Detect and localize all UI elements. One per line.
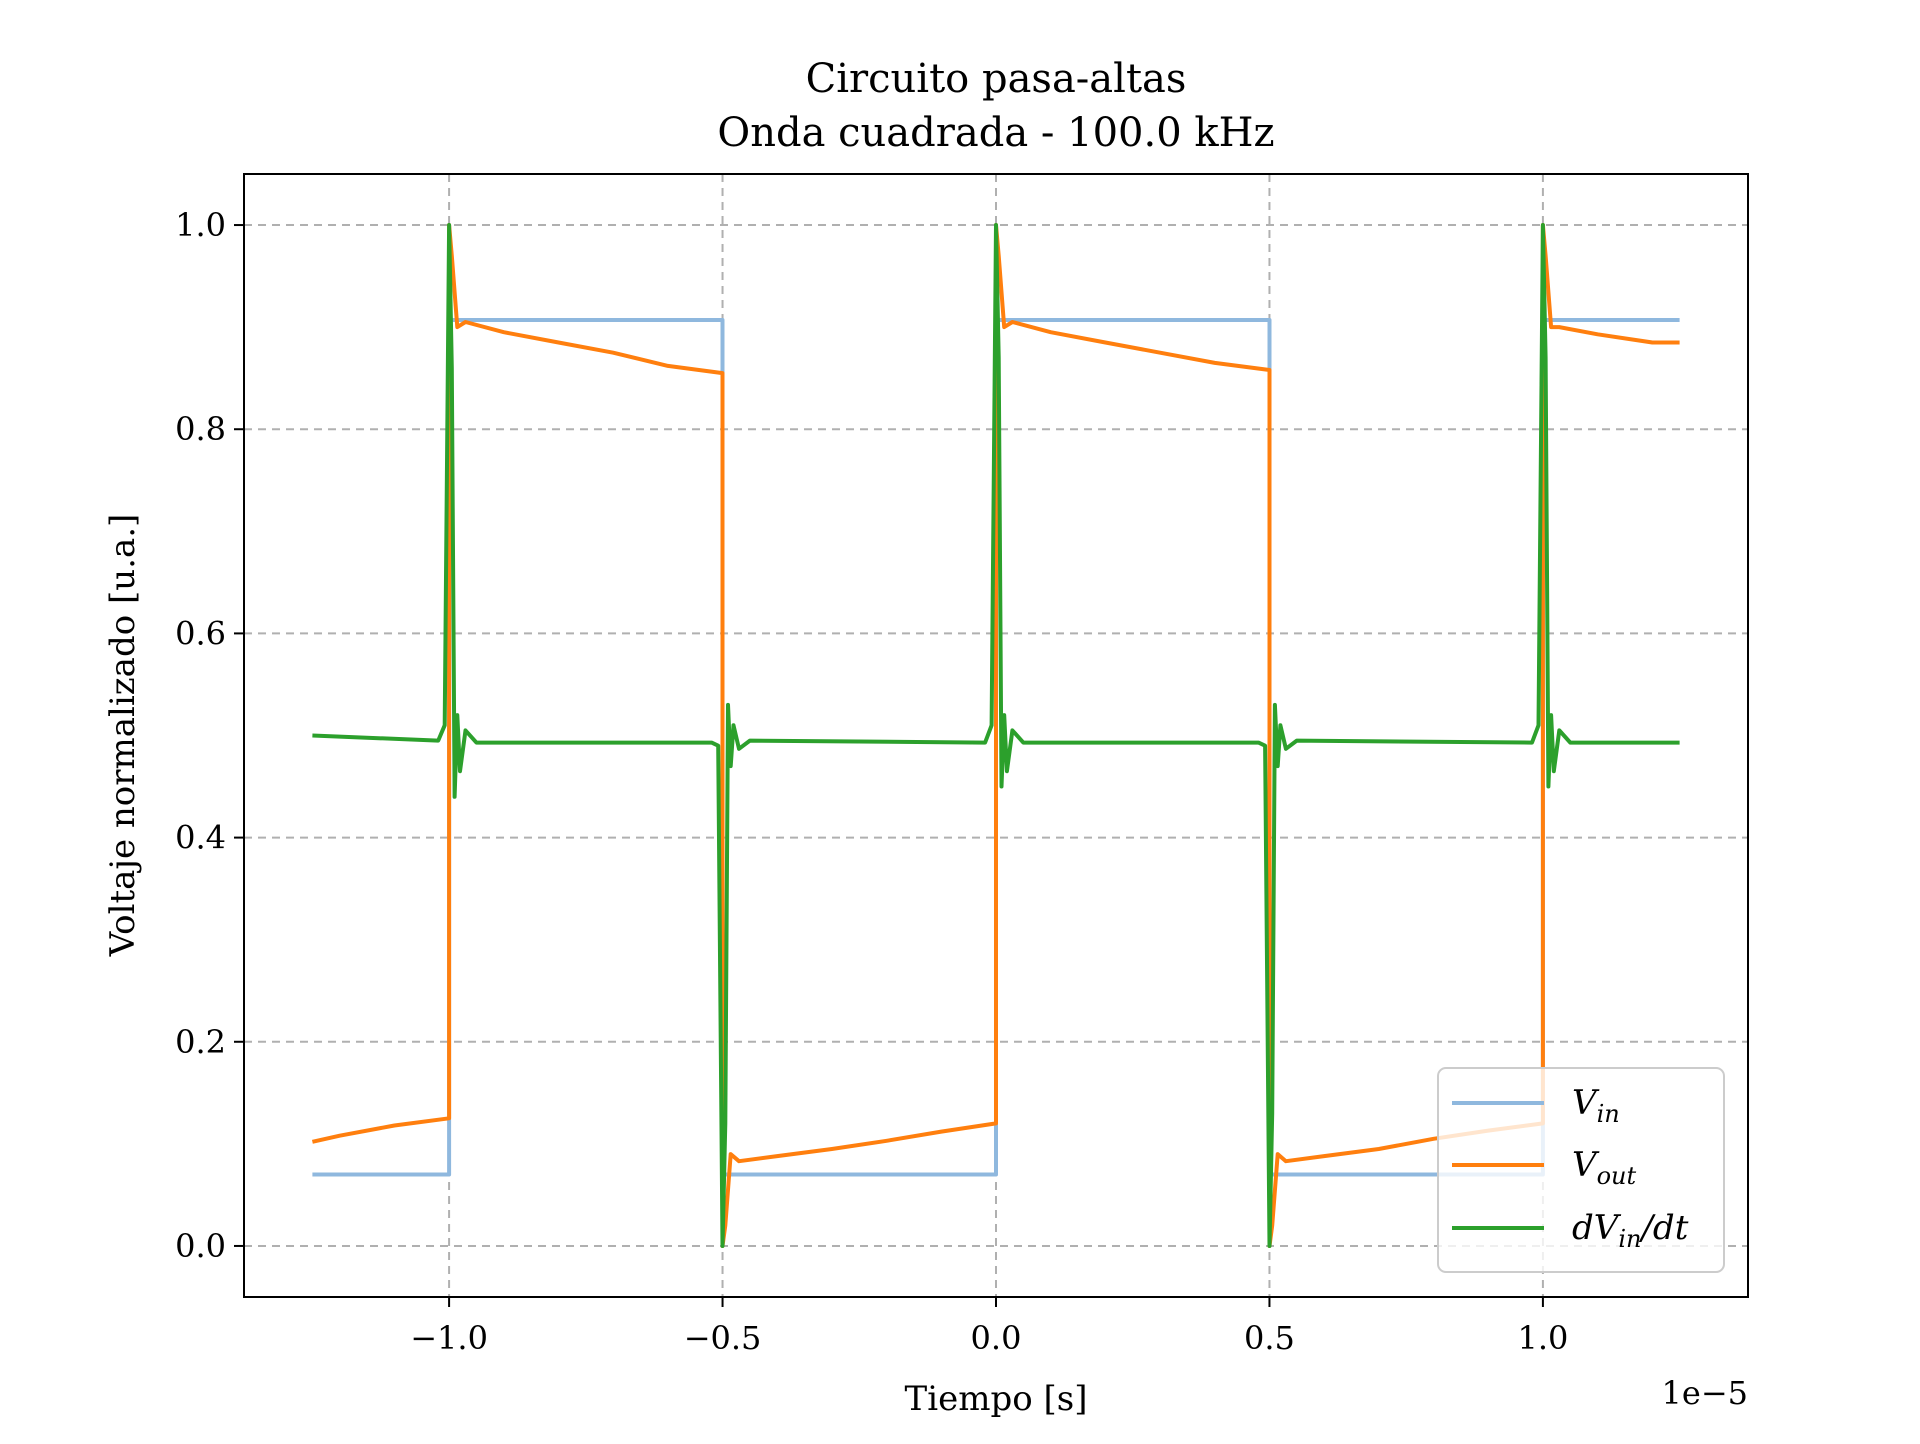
legend: Vin Vout dVin/dt xyxy=(1437,1067,1725,1273)
chart-title-line1: Circuito pasa-altas xyxy=(806,56,1187,102)
chart-title-line2: Onda cuadrada - 100.0 kHz xyxy=(717,110,1274,156)
legend-label-vin: Vin xyxy=(1572,1083,1620,1128)
x-axis-offset-text: 1e−5 xyxy=(1662,1374,1748,1412)
x-tick-label: 1.0 xyxy=(1517,1319,1568,1357)
y-tick-label: 0.6 xyxy=(175,614,226,652)
y-tick-label: 0.8 xyxy=(175,410,226,448)
x-tick-label: 0.5 xyxy=(1244,1319,1295,1357)
x-tick-label: −1.0 xyxy=(410,1319,488,1357)
y-tick-label: 0.4 xyxy=(175,819,226,857)
x-axis-label: Tiempo [s] xyxy=(905,1379,1088,1419)
legend-label-dvdt: dVin/dt xyxy=(1572,1208,1689,1253)
series-line-dvdt xyxy=(312,223,1680,1248)
x-tick-label: −0.5 xyxy=(684,1319,762,1357)
legend-box xyxy=(1437,1067,1725,1273)
x-tick-label: 0.0 xyxy=(971,1319,1022,1357)
y-tick-label: 0.0 xyxy=(175,1227,226,1265)
y-tick-label: 1.0 xyxy=(175,206,226,244)
y-tick-label: 0.2 xyxy=(175,1023,226,1061)
y-axis-ticks: 0.0 0.2 0.4 0.6 0.8 1.0 xyxy=(175,206,244,1265)
x-axis-ticks: −1.0 −0.5 0.0 0.5 1.0 xyxy=(410,1297,1568,1357)
y-axis-label: Voltaje normalizado [u.a.] xyxy=(103,514,143,958)
legend-label-vout: Vout xyxy=(1572,1145,1636,1190)
